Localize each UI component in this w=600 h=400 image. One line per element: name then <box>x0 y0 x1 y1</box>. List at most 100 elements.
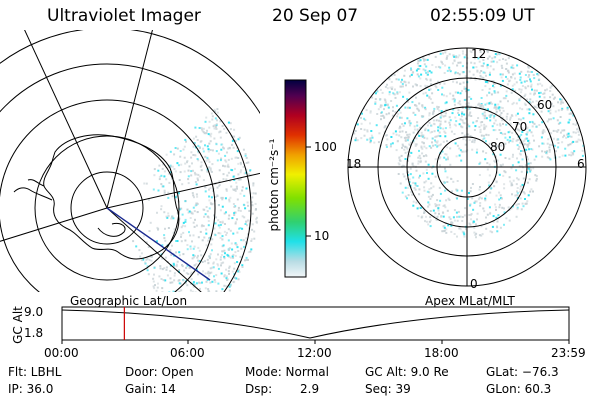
aurora-speck <box>434 85 437 87</box>
aurora-speck <box>415 201 418 204</box>
aurora-speck <box>448 116 451 119</box>
aurora-speck <box>438 48 441 51</box>
aurora-speck <box>210 203 213 205</box>
aurora-speck <box>521 202 524 205</box>
aurora-speck <box>551 144 554 147</box>
aurora-speck <box>475 200 478 203</box>
timeline-ytick-bottom: 1.8 <box>24 326 44 340</box>
aurora-speck <box>539 82 542 85</box>
aurora-speck <box>210 243 213 246</box>
timeline-xtick-1800: 18:00 <box>424 346 459 360</box>
aurora-speck <box>528 112 531 115</box>
aurora-speck <box>419 126 422 129</box>
aurora-speck <box>138 249 141 252</box>
aurora-speck <box>434 140 437 143</box>
aurora-speck <box>550 102 553 105</box>
aurora-speck <box>394 111 397 114</box>
aurora-speck <box>577 138 580 141</box>
aurora-speck <box>428 53 430 56</box>
aurora-speck <box>434 144 437 147</box>
aurora-speck <box>496 230 499 233</box>
aurora-speck <box>199 282 202 285</box>
aurora-speck <box>237 269 240 272</box>
aurora-speck <box>201 298 203 300</box>
aurora-speck <box>469 111 472 114</box>
aurora-speck <box>217 152 220 155</box>
aurora-speck <box>455 81 458 84</box>
aurora-speck <box>510 182 513 185</box>
aurora-speck <box>165 266 168 269</box>
aurora-speck <box>534 174 537 177</box>
aurora-speck <box>494 203 497 206</box>
aurora-speck <box>408 181 411 183</box>
aurora-speck <box>168 291 171 292</box>
aurora-speck <box>464 117 467 120</box>
aurora-speck <box>515 114 518 117</box>
aurora-speck <box>366 138 369 141</box>
aurora-speck <box>516 206 519 209</box>
aurora-speck <box>178 290 181 292</box>
aurora-speck <box>519 76 522 79</box>
aurora-speck <box>495 180 498 183</box>
aurora-speck <box>427 205 430 208</box>
aurora-speck <box>198 281 200 284</box>
aurora-speck <box>235 243 238 246</box>
aurora-speck <box>239 209 242 212</box>
geo-panel-label: Geographic Lat/Lon <box>70 294 188 308</box>
aurora-speck <box>552 97 555 100</box>
aurora-speck <box>413 187 416 190</box>
aurora-speck <box>426 190 429 193</box>
aurora-speck <box>535 125 538 128</box>
aurora-speck <box>225 268 228 271</box>
aurora-speck <box>546 120 549 123</box>
aurora-speck <box>520 96 523 99</box>
aurora-speck <box>386 104 389 107</box>
aurora-speck <box>509 180 512 183</box>
aurora-speck <box>182 221 185 224</box>
aurora-speck <box>461 112 463 115</box>
aurora-speck <box>425 154 427 157</box>
altitude-trace <box>61 309 570 339</box>
aurora-speck <box>401 146 403 149</box>
aurora-speck <box>427 223 430 226</box>
aurora-speck <box>442 140 445 143</box>
aurora-speck <box>144 262 147 265</box>
aurora-speck <box>427 177 430 180</box>
aurora-speck <box>519 78 522 81</box>
aurora-speck <box>386 83 388 86</box>
aurora-speck <box>459 92 462 95</box>
aurora-speck <box>417 132 420 135</box>
aurora-speck <box>422 155 425 158</box>
aurora-speck <box>226 231 228 234</box>
aurora-speck <box>255 218 258 221</box>
aurora-speck <box>189 217 192 219</box>
aurora-speck <box>178 279 181 282</box>
aurora-speck <box>523 139 526 142</box>
aurora-speck <box>398 156 401 159</box>
aurora-speck <box>243 245 245 248</box>
colorbar-unit-label: photon cm⁻²s⁻¹ <box>267 138 281 232</box>
aurora-speck <box>423 59 426 62</box>
aurora-speck <box>510 76 513 79</box>
aurora-speck <box>549 96 552 99</box>
aurora-speck <box>467 133 470 136</box>
aurora-speck <box>484 71 487 74</box>
aurora-speck <box>494 155 497 158</box>
aurora-speck <box>253 237 256 240</box>
aurora-speck <box>360 116 362 119</box>
aurora-speck <box>383 126 386 129</box>
aurora-speck <box>207 239 210 242</box>
aurora-speck <box>460 189 463 192</box>
aurora-speck <box>436 105 438 108</box>
aurora-speck <box>522 143 525 146</box>
aurora-speck <box>236 246 239 249</box>
aurora-speck <box>431 101 434 104</box>
aurora-speck <box>464 75 467 78</box>
aurora-speck <box>528 142 531 145</box>
aurora-speck <box>229 284 232 287</box>
aurora-speck <box>233 135 236 138</box>
aurora-speck <box>489 116 492 118</box>
aurora-speck <box>421 104 424 107</box>
aurora-speck <box>455 155 458 158</box>
aurora-speck <box>546 156 549 159</box>
